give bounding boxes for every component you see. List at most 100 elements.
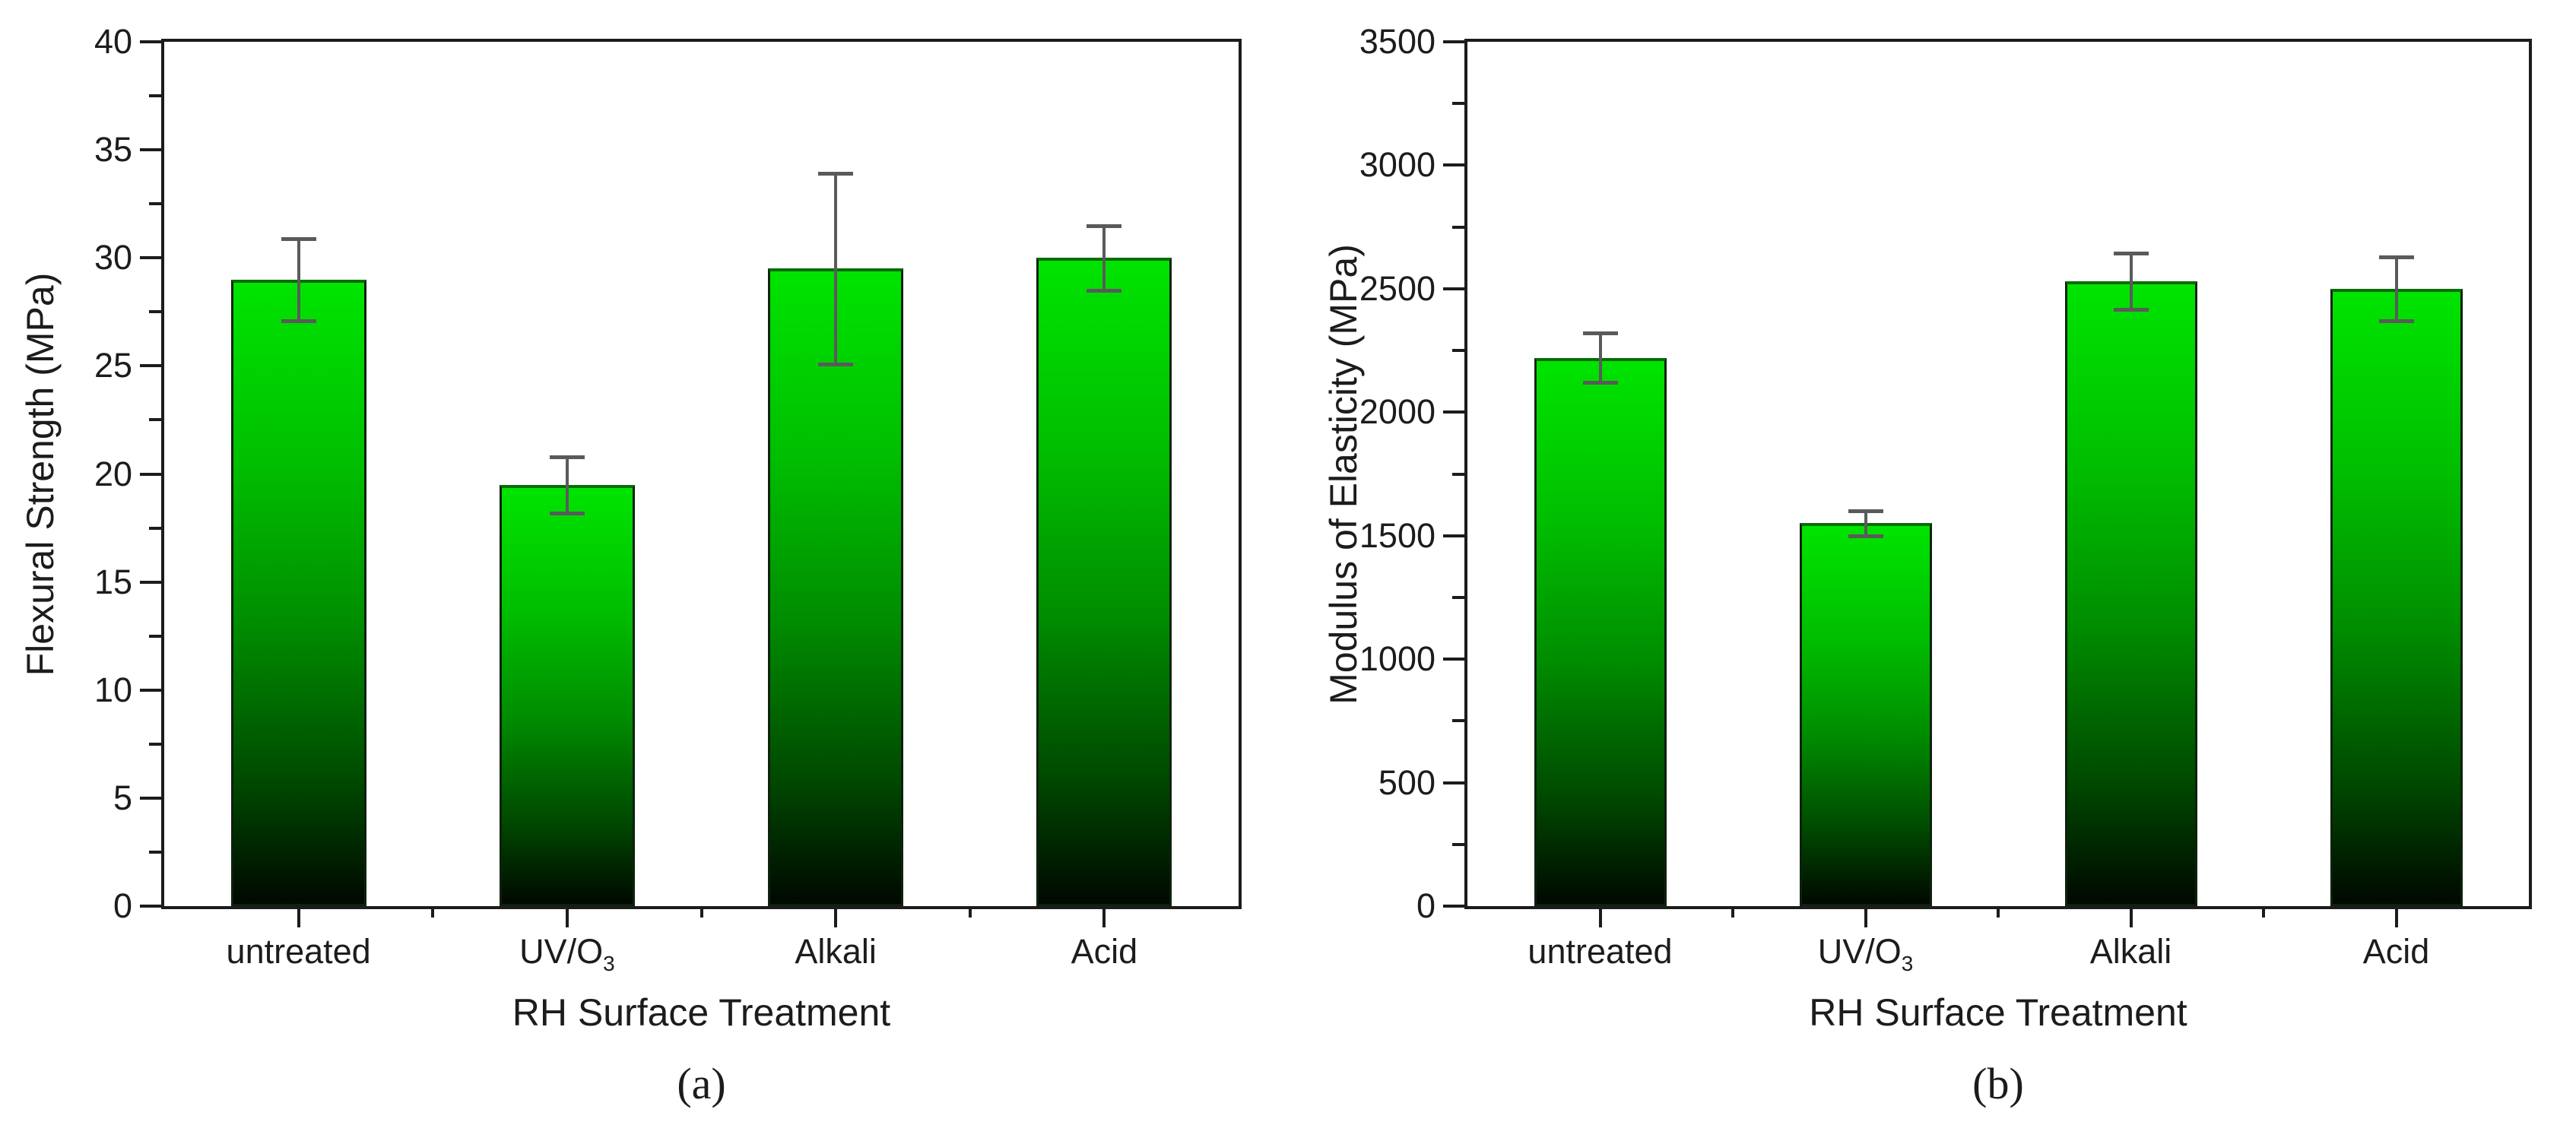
bar-untreated (230, 279, 366, 906)
y-minor-tick (1452, 595, 1464, 599)
y-minor-tick (1452, 472, 1464, 476)
subfigure-caption-b: (b) (1972, 1059, 2024, 1108)
category-label-subscript: 3 (1901, 952, 1914, 975)
category-label-subscript: 3 (603, 952, 615, 975)
y-minor-tick (149, 634, 161, 638)
y-tick-label: 15 (94, 562, 132, 601)
error-bar-cap-bottom-untreated (281, 319, 316, 323)
category-label-text: UV/O (519, 932, 604, 971)
y-major-tick (1443, 534, 1464, 537)
subfigure-caption-a: (a) (677, 1059, 726, 1108)
y-tick-label: 1000 (1359, 639, 1436, 679)
bar-acid (1036, 258, 1172, 906)
x-major-tick (834, 906, 838, 927)
error-bar-line-untreated (1598, 333, 1602, 383)
y-tick-label: 2500 (1359, 268, 1436, 308)
y-major-tick (140, 905, 161, 908)
x-minor-tick (1997, 906, 2000, 918)
y-tick-label: 5 (113, 778, 132, 817)
category-label-text: Acid (1071, 932, 1138, 971)
x-minor-tick (2262, 906, 2265, 918)
bar-uv-o3 (499, 484, 635, 906)
y-tick-label: 35 (94, 130, 132, 170)
error-bar-line-alkali (2129, 252, 2133, 310)
error-bar-cap-top-alkali (2113, 251, 2149, 255)
error-bar-cap-top-untreated (281, 236, 316, 241)
y-minor-tick (1452, 225, 1464, 229)
error-bar-cap-top-acid (1087, 223, 1122, 228)
error-bar-cap-top-untreated (1582, 331, 1618, 336)
category-label-text: untreated (1528, 932, 1673, 971)
y-tick-label: 30 (94, 238, 132, 277)
error-bar-cap-bottom-untreated (1582, 381, 1618, 385)
y-tick-label: 2000 (1359, 392, 1436, 432)
y-major-tick (140, 688, 161, 692)
y-minor-tick (149, 418, 161, 422)
category-label-text: Alkali (2089, 932, 2172, 971)
error-bar-cap-bottom-acid (1087, 288, 1122, 293)
y-major-tick (140, 40, 161, 43)
y-tick-label: 0 (113, 886, 132, 925)
error-bar-line-alkali (834, 173, 838, 364)
y-tick-label: 40 (94, 22, 132, 61)
category-label-untreated: untreated (1467, 932, 1733, 971)
y-major-tick (1443, 40, 1464, 43)
y-tick-label: 20 (94, 454, 132, 493)
y-tick-label: 500 (1378, 762, 1436, 802)
x-minor-tick (700, 906, 703, 918)
y-minor-tick (1452, 842, 1464, 846)
error-bar-cap-top-uv-o3 (549, 455, 585, 459)
category-label-text: Acid (2362, 932, 2430, 971)
y-tick-label: 0 (1416, 886, 1436, 925)
y-major-tick (140, 256, 161, 260)
x-minor-tick (431, 906, 435, 918)
y-tick-label: 25 (94, 346, 132, 385)
error-bar-line-acid (1102, 225, 1106, 290)
x-major-tick (565, 906, 569, 927)
error-bar-cap-top-uv-o3 (1848, 509, 1883, 514)
x-major-tick (2394, 906, 2398, 927)
y-major-tick (140, 472, 161, 476)
bar-acid (2330, 288, 2463, 906)
y-minor-tick (1452, 349, 1464, 353)
y-major-tick (1443, 658, 1464, 661)
x-major-tick (1102, 906, 1106, 927)
x-axis-title-b: RH Surface Treatment (1809, 991, 2187, 1034)
error-bar-cap-bottom-uv-o3 (549, 511, 585, 515)
category-label-uv-o3: UV/O3 (1733, 932, 1998, 984)
y-major-tick (1443, 905, 1464, 908)
error-bar-line-acid (2394, 256, 2398, 322)
y-minor-tick (1452, 719, 1464, 723)
y-major-tick (140, 796, 161, 800)
error-bar-cap-bottom-acid (2378, 319, 2414, 324)
y-major-tick (140, 580, 161, 584)
category-label-untreated: untreated (164, 932, 433, 971)
y-minor-tick (149, 310, 161, 314)
category-label-acid: Acid (2264, 932, 2529, 971)
error-bar-cap-bottom-alkali (2113, 308, 2149, 312)
y-tick-label: 10 (94, 670, 132, 709)
y-major-tick (140, 148, 161, 152)
error-bar-line-untreated (297, 238, 300, 321)
y-minor-tick (149, 202, 161, 206)
bar-uv-o3 (1799, 523, 1932, 906)
error-bar-line-uv-o3 (565, 456, 569, 513)
y-minor-tick (1452, 102, 1464, 106)
error-bar-cap-bottom-uv-o3 (1848, 534, 1883, 538)
y-minor-tick (149, 850, 161, 854)
y-major-tick (1443, 781, 1464, 784)
bar-untreated (1534, 357, 1667, 906)
category-label-alkali: Alkali (702, 932, 970, 971)
y-tick-label: 1500 (1359, 515, 1436, 555)
x-axis-title-a: RH Surface Treatment (512, 991, 891, 1034)
category-label-alkali: Alkali (1998, 932, 2264, 971)
x-minor-tick (1731, 906, 1734, 918)
y-minor-tick (149, 94, 161, 98)
category-label-text: untreated (226, 932, 371, 971)
y-minor-tick (149, 742, 161, 746)
error-bar-cap-top-acid (2378, 255, 2414, 259)
y-major-tick (1443, 410, 1464, 414)
y-tick-label: 3500 (1359, 22, 1436, 61)
y-major-tick (1443, 287, 1464, 290)
